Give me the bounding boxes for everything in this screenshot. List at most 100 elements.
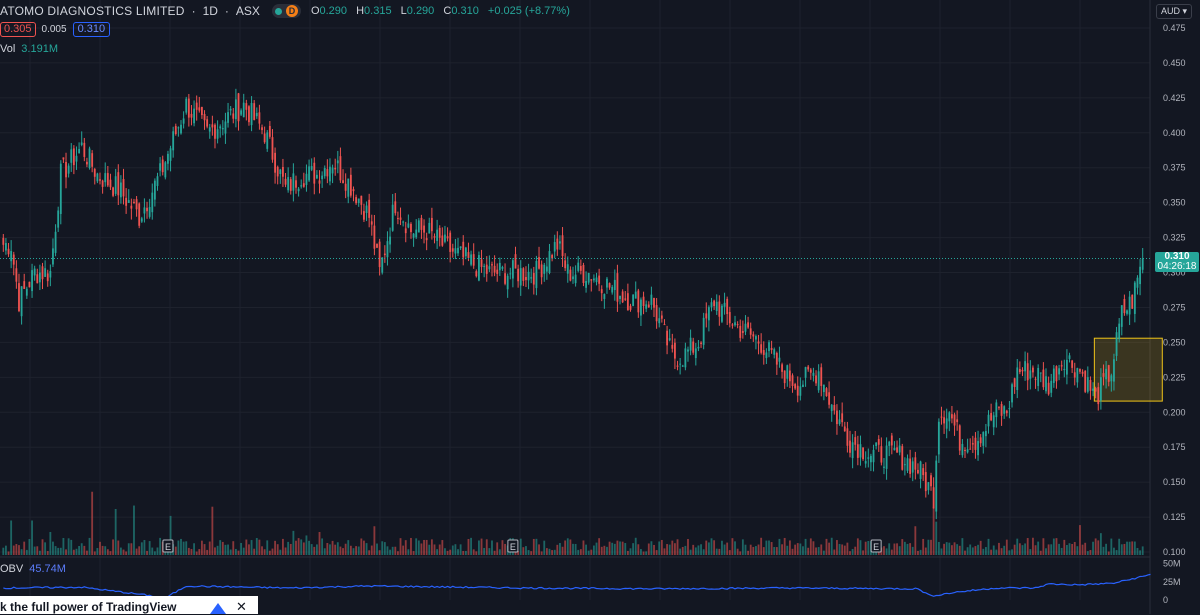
candle [747,322,750,328]
volume-bar [804,538,807,555]
volume-bar [93,551,96,555]
volume-bar [457,549,459,555]
currency-button[interactable]: AUD ▾ [1155,4,1192,19]
volume-bar [125,551,128,555]
tradingview-logo-icon [210,603,226,614]
candle [274,152,277,173]
candle [1102,373,1105,377]
candle [611,286,614,293]
candle [109,179,112,188]
candle [783,370,786,384]
interval-label[interactable]: 1D [202,4,218,18]
volume-bar [632,543,635,555]
volume-bar [376,543,378,555]
earnings-marker-label: E [165,542,171,552]
candle [535,260,538,289]
volume-bar [1076,546,1079,555]
candle [812,372,815,376]
candle [632,294,635,306]
volume-bar [598,538,601,555]
candle [245,103,248,110]
candle [710,302,713,308]
candle [462,241,465,258]
volume-bar [370,545,373,555]
candle [700,342,702,344]
buy-price-button[interactable]: 0.310 [72,22,111,37]
volume-bar [1105,543,1108,555]
candle [741,331,744,333]
volume-bar [1068,543,1071,555]
candle [971,443,974,445]
candle [143,207,146,214]
candle [399,217,402,220]
candle [728,312,731,324]
volume-bar [786,545,789,555]
candle [1039,372,1042,374]
volume-bar [603,545,606,555]
volume-bar [700,544,702,555]
candle [266,132,269,149]
market-status-pill[interactable]: D [271,4,301,18]
volume-bar [386,546,389,555]
candle [1016,367,1019,391]
candle [289,179,292,191]
volume-bar [96,548,99,555]
candle [734,322,736,326]
volume-bar [1021,545,1024,555]
candle [854,437,857,445]
candle [292,173,295,191]
symbol-name[interactable]: ATOMO DIAGNOSTICS LIMITED [0,4,185,18]
volume-bar [261,546,263,555]
volume-bar [590,549,593,555]
candle [279,169,282,174]
candle [161,159,164,173]
candle [760,344,763,353]
candle [394,201,397,214]
volume-bar [344,543,347,555]
volume-bar [86,550,88,555]
price-tick-label: 0.400 [1163,128,1186,138]
candle [825,388,828,397]
volume-bar [1060,547,1063,555]
candle [998,407,1000,409]
candle [201,106,203,116]
candle [433,236,436,238]
volume-legend[interactable]: Vol 3.191M [0,43,58,55]
candle [1120,305,1123,327]
volume-bar [734,541,736,555]
candle [302,183,305,187]
candle [849,440,851,453]
volume-bar [744,544,747,555]
obv-legend[interactable]: OBV 45.74M [0,563,66,575]
volume-bar [174,546,177,555]
candle [1018,369,1021,373]
candle [436,229,439,241]
candle [1005,410,1008,414]
sell-price-button[interactable]: 0.305 [0,22,36,37]
candle [883,466,885,468]
candle [830,404,833,412]
candle [72,148,75,166]
candle [106,173,109,186]
volume-bar [961,538,964,555]
candle [739,325,742,338]
candle [1026,363,1029,381]
volume-bar [966,547,969,555]
candle [613,279,616,291]
candle [951,414,953,419]
candle [193,108,195,124]
volume-bar [1029,549,1032,555]
candle [1128,296,1131,315]
candle [441,235,444,246]
promo-banner[interactable]: k the full power of TradingView [0,596,258,614]
candle [509,273,512,275]
candle [977,441,979,456]
volume-bar [702,549,705,555]
close-icon[interactable]: ✕ [236,599,247,614]
candle [966,449,969,453]
volume-bar [645,551,648,555]
candle [480,259,483,267]
volume-bar [525,546,527,555]
candle [663,324,666,326]
